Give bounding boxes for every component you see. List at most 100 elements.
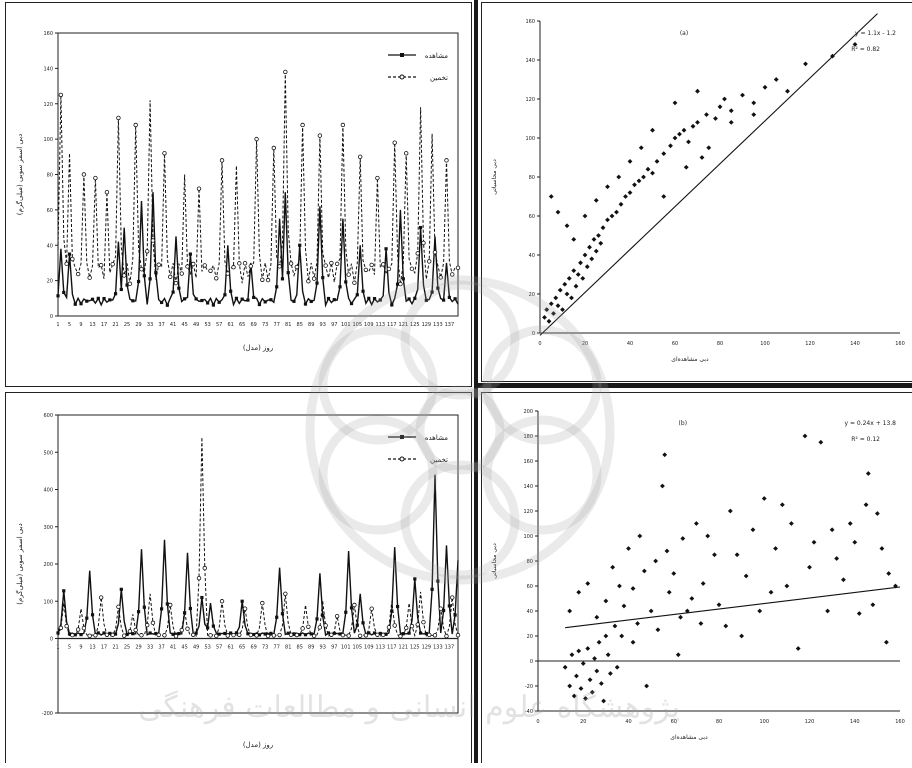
x-tick-label: 73 bbox=[262, 322, 268, 328]
x-axis-label: دبی مشاهده‌ای bbox=[670, 734, 708, 741]
scatter-point bbox=[598, 240, 604, 246]
scatter-point bbox=[716, 602, 722, 608]
data-point bbox=[131, 299, 135, 303]
x-tick-label: 140 bbox=[850, 341, 860, 347]
data-point bbox=[58, 92, 64, 98]
data-point bbox=[277, 632, 282, 638]
data-point bbox=[303, 633, 308, 637]
scatter-point bbox=[605, 652, 611, 658]
scatter-point bbox=[680, 536, 686, 541]
x-tick-label: 121 bbox=[399, 322, 409, 328]
x-tick-label: 80 bbox=[717, 341, 723, 347]
data-point bbox=[173, 280, 179, 286]
y-tick-label: 60 bbox=[529, 214, 535, 220]
x-tick-label: 160 bbox=[895, 719, 905, 725]
data-point bbox=[159, 607, 164, 611]
scatter-point bbox=[551, 311, 556, 316]
scatter-point bbox=[803, 61, 808, 67]
y-tick-label: 20 bbox=[527, 634, 533, 640]
data-point bbox=[334, 261, 340, 267]
data-point bbox=[136, 279, 141, 284]
scatter-point bbox=[693, 521, 699, 526]
data-point bbox=[346, 272, 351, 277]
data-point bbox=[231, 265, 236, 270]
scatter-point bbox=[605, 217, 610, 223]
data-point bbox=[352, 280, 357, 285]
x-tick-label: 69 bbox=[250, 645, 256, 651]
data-point bbox=[453, 297, 457, 301]
x-tick-label: 160 bbox=[895, 341, 905, 347]
scatter-point bbox=[569, 295, 574, 301]
data-point bbox=[309, 299, 313, 304]
data-point bbox=[361, 289, 365, 293]
scatter-point bbox=[829, 527, 835, 533]
scatter-point bbox=[592, 656, 597, 661]
data-point bbox=[453, 613, 457, 617]
data-point bbox=[257, 633, 262, 637]
data-point bbox=[58, 625, 64, 631]
data-point bbox=[177, 286, 181, 290]
scatter-point bbox=[671, 571, 677, 576]
y-tick-label: 80 bbox=[47, 173, 53, 179]
data-point bbox=[286, 271, 290, 275]
x-tick-label: 97 bbox=[331, 322, 337, 328]
x-tick-label: 29 bbox=[135, 645, 141, 651]
data-point bbox=[263, 632, 267, 636]
scatter-point bbox=[562, 664, 568, 670]
data-point bbox=[188, 252, 192, 256]
data-point bbox=[280, 277, 285, 281]
data-point bbox=[240, 599, 244, 603]
chart-br: -40 -20 0 20 40 60 80 100 120 140 160 180 200 0 20 40 60… bbox=[491, 409, 905, 741]
data-point bbox=[450, 272, 455, 277]
scatter-point bbox=[705, 533, 711, 539]
data-point bbox=[294, 264, 300, 270]
data-point bbox=[407, 631, 411, 635]
data-point bbox=[427, 632, 432, 638]
scatter-point bbox=[585, 581, 591, 586]
data-point bbox=[85, 299, 89, 303]
y-axis-label: دبی محاسباتی bbox=[491, 159, 498, 195]
x-tick-label: 129 bbox=[422, 645, 432, 651]
x-tick-label: 85 bbox=[297, 322, 303, 328]
scatter-point bbox=[717, 104, 723, 110]
data-point bbox=[150, 238, 156, 243]
scatter-point bbox=[678, 614, 683, 620]
data-point bbox=[450, 595, 455, 600]
data-point bbox=[104, 189, 110, 195]
scatter-point bbox=[690, 123, 696, 129]
x-tick-label: 69 bbox=[250, 322, 256, 328]
data-point bbox=[398, 634, 403, 639]
data-point bbox=[145, 249, 150, 254]
scatter-point bbox=[695, 120, 700, 125]
scatter-point bbox=[784, 583, 790, 589]
data-point bbox=[142, 605, 146, 609]
data-point bbox=[185, 626, 190, 631]
x-axis-label: روز (مدل) bbox=[243, 344, 273, 352]
data-point bbox=[375, 632, 380, 637]
scatter-point bbox=[555, 303, 561, 309]
y-tick-label: 60 bbox=[527, 584, 533, 590]
x-tick-label: 20 bbox=[582, 341, 588, 347]
y-tick-label: 100 bbox=[43, 599, 53, 605]
data-point bbox=[265, 277, 271, 283]
x-tick-label: 40 bbox=[625, 719, 631, 725]
scatter-point bbox=[548, 301, 554, 307]
scatter-point bbox=[662, 452, 668, 458]
x-tick-label: 45 bbox=[181, 322, 187, 328]
data-point bbox=[418, 225, 423, 230]
r-squared: R² = 0.82 bbox=[851, 46, 880, 53]
vertical-divider bbox=[474, 0, 478, 763]
data-point bbox=[315, 281, 319, 285]
data-point bbox=[202, 263, 207, 268]
scatter-point bbox=[664, 548, 670, 554]
scatter-point bbox=[587, 244, 592, 250]
scatter-point bbox=[567, 608, 573, 614]
data-point bbox=[294, 632, 300, 638]
data-point bbox=[317, 133, 323, 138]
data-point bbox=[438, 275, 443, 280]
data-point bbox=[108, 631, 112, 636]
data-point bbox=[355, 293, 359, 297]
x-tick-label: 120 bbox=[805, 341, 815, 347]
scatter-point bbox=[578, 260, 583, 266]
scatter-point bbox=[553, 295, 559, 301]
